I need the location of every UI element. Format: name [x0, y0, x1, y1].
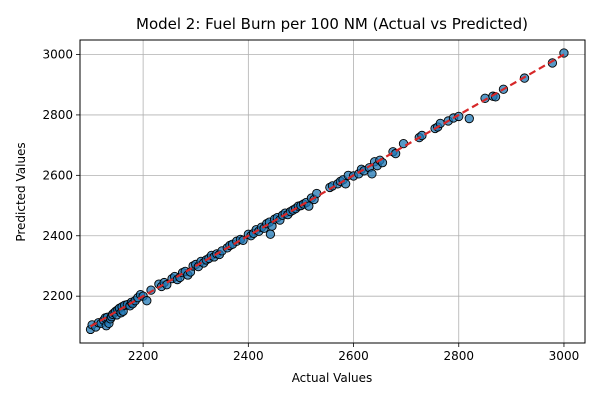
x-tick-label: 3000	[549, 349, 580, 363]
x-tick-label: 2800	[443, 349, 474, 363]
y-tick-label: 2400	[42, 229, 73, 243]
ideal-fit-line	[89, 53, 565, 328]
grid-lines	[80, 40, 585, 343]
data-point	[265, 229, 276, 239]
plot-area-frame	[79, 39, 586, 344]
data-point	[367, 169, 377, 179]
axis-ticks: 2200 2400 2600 2800 3000 2200 2400 2600 2800 3000	[42, 48, 579, 363]
x-tick-label: 2600	[338, 349, 369, 363]
data-point	[398, 138, 409, 149]
x-tick-label: 2400	[233, 349, 264, 363]
data-point	[142, 296, 152, 306]
data-point	[464, 113, 474, 124]
chart-title: Model 2: Fuel Burn per 100 NM (Actual vs…	[136, 15, 528, 33]
y-tick-label: 2200	[42, 289, 73, 303]
y-tick-label: 2800	[42, 108, 73, 122]
y-tick-label: 2600	[42, 168, 73, 182]
y-axis-label: Predicted Values	[14, 142, 28, 241]
data-point	[312, 188, 322, 199]
data-points	[85, 48, 569, 335]
x-axis-label: Actual Values	[292, 371, 373, 385]
data-point	[304, 201, 314, 211]
x-tick-label: 2200	[128, 349, 159, 363]
y-tick-label: 3000	[42, 48, 73, 62]
fit-line-layer	[89, 53, 565, 328]
